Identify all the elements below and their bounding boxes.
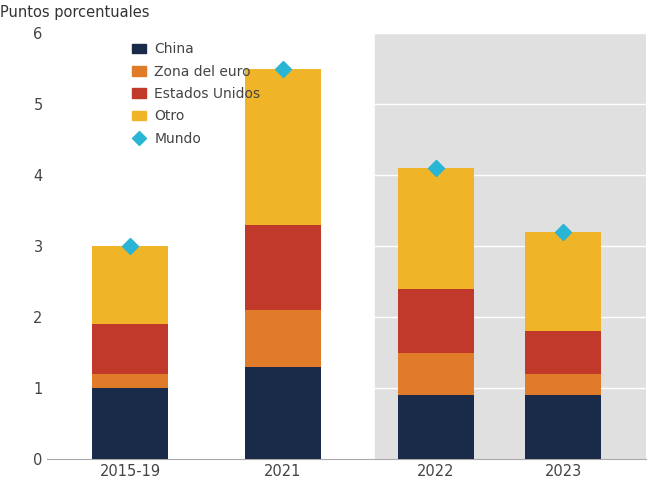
- Bar: [375, 33, 646, 459]
- Bar: [525, 232, 601, 331]
- Bar: [245, 367, 321, 459]
- Bar: [525, 395, 601, 459]
- Bar: [398, 353, 474, 395]
- Bar: [245, 69, 321, 225]
- Bar: [398, 289, 474, 353]
- Legend: China, Zona del euro, Estados Unidos, Otro, Mundo: China, Zona del euro, Estados Unidos, Ot…: [132, 42, 261, 146]
- Bar: [245, 310, 321, 367]
- Text: Puntos porcentuales: Puntos porcentuales: [0, 5, 149, 20]
- Bar: [92, 246, 168, 324]
- Bar: [92, 374, 168, 388]
- Bar: [525, 374, 601, 395]
- Bar: [92, 388, 168, 459]
- Bar: [525, 331, 601, 374]
- Bar: [398, 395, 474, 459]
- Bar: [398, 168, 474, 289]
- Bar: [245, 225, 321, 310]
- Bar: [92, 324, 168, 374]
